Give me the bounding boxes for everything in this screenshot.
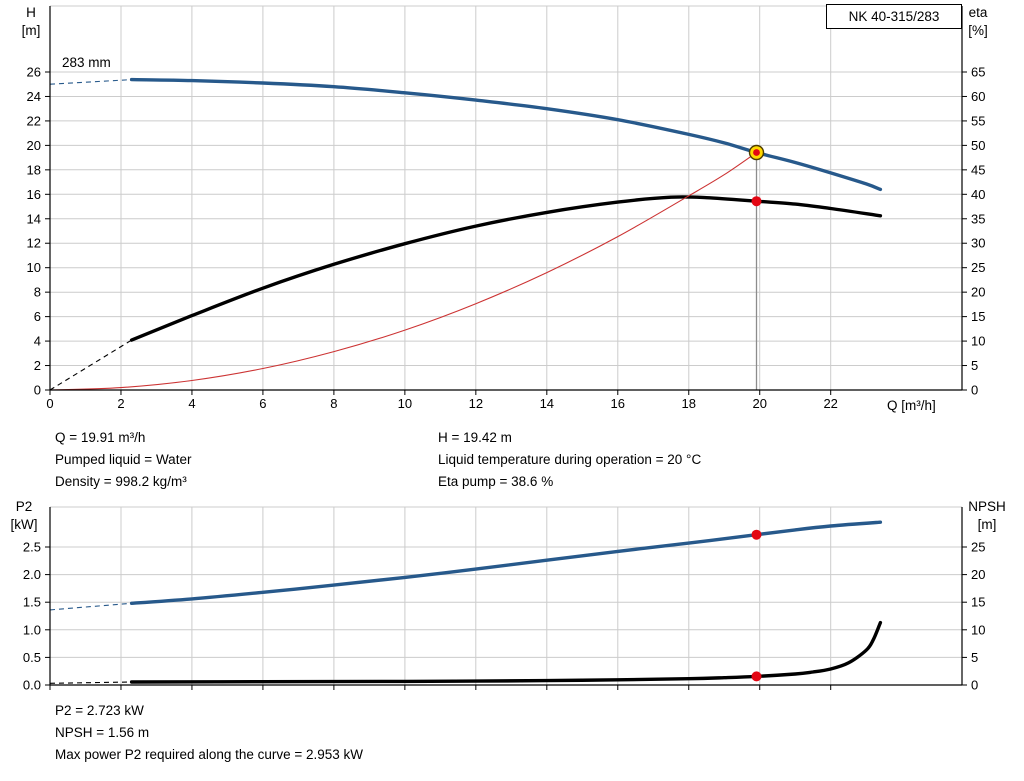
svg-text:22: 22: [27, 113, 41, 128]
q-axis-title: Q [m³/h]: [887, 398, 936, 413]
svg-text:0.5: 0.5: [23, 650, 41, 665]
svg-text:22: 22: [823, 396, 837, 411]
max-power-note: Max power P2 required along the curve = …: [55, 747, 364, 762]
svg-text:5: 5: [971, 650, 978, 665]
svg-text:15: 15: [971, 309, 985, 324]
svg-text:0: 0: [34, 383, 41, 398]
svg-text:60: 60: [971, 89, 985, 104]
eta-value: Eta pump = 38.6 %: [438, 474, 554, 489]
svg-text:40: 40: [971, 187, 985, 202]
svg-text:18: 18: [27, 162, 41, 177]
head-value: H = 19.42 m: [438, 430, 512, 445]
svg-text:5: 5: [971, 358, 978, 373]
eta-axis-title: eta [%]: [950, 4, 1006, 40]
p2-npsh-chart: 0.0 0.5 1.0 1.5 2.0 2.5 0 5 10 15 20 25: [23, 506, 985, 693]
svg-text:12: 12: [27, 236, 41, 251]
svg-text:10: 10: [971, 622, 985, 637]
eta-axis-title-line2: [%]: [968, 23, 988, 38]
impeller-diameter-label: 283 mm: [62, 55, 111, 70]
svg-text:50: 50: [971, 138, 985, 153]
npsh-value: NPSH = 1.56 m: [55, 725, 150, 740]
svg-text:8: 8: [34, 285, 41, 300]
p2-axis-title-line2: [kW]: [10, 517, 38, 532]
npsh-axis-title-line2: [m]: [977, 517, 997, 532]
head-curve: [129, 77, 883, 192]
svg-text:8: 8: [330, 396, 337, 411]
svg-text:14: 14: [540, 396, 554, 411]
npsh-axis-title: NPSH [m]: [956, 498, 1018, 534]
h-axis-title-line1: H: [26, 5, 36, 20]
npsh-axis-title-line1: NPSH: [968, 499, 1006, 514]
svg-text:2: 2: [34, 358, 41, 373]
p2-curve: [129, 520, 883, 605]
system-curve: [49, 151, 758, 391]
svg-text:16: 16: [611, 396, 625, 411]
temperature-value: Liquid temperature during operation = 20…: [438, 452, 702, 467]
pumped-liquid-value: Pumped liquid = Water: [55, 452, 192, 467]
svg-text:35: 35: [971, 211, 985, 226]
svg-text:25: 25: [971, 540, 985, 555]
svg-text:20: 20: [971, 285, 985, 300]
svg-text:1.5: 1.5: [23, 595, 41, 610]
h-axis-title-line2: [m]: [21, 23, 41, 38]
pump-model-box: NK 40-315/283: [826, 4, 962, 29]
svg-text:10: 10: [971, 334, 985, 349]
duty-results-right: H = 19.42 m Liquid temperature during op…: [438, 427, 701, 493]
svg-text:30: 30: [971, 236, 985, 251]
p2-value: P2 = 2.723 kW: [55, 703, 144, 718]
svg-text:45: 45: [971, 162, 985, 177]
eta-curve: [129, 195, 883, 342]
svg-text:0: 0: [46, 396, 53, 411]
svg-text:4: 4: [188, 396, 195, 411]
svg-text:0: 0: [971, 678, 978, 693]
svg-text:25: 25: [971, 260, 985, 275]
flow-value: Q = 19.91 m³/h: [55, 430, 146, 445]
power-results: P2 = 2.723 kW NPSH = 1.56 m Max power P2…: [55, 700, 363, 766]
duty-results-left: Q = 19.91 m³/h Pumped liquid = Water Den…: [55, 427, 191, 493]
svg-text:10: 10: [27, 260, 41, 275]
p2-axis-title: P2 [kW]: [0, 498, 48, 534]
svg-text:6: 6: [34, 309, 41, 324]
svg-text:55: 55: [971, 113, 985, 128]
hq-chart: 0246810121416182022242605101520253035404…: [27, 5, 985, 411]
npsh-curve: [129, 620, 883, 684]
duty-point-eta: [751, 196, 762, 207]
svg-text:10: 10: [398, 396, 412, 411]
svg-text:2.0: 2.0: [23, 567, 41, 582]
svg-text:1.0: 1.0: [23, 622, 41, 637]
svg-text:12: 12: [469, 396, 483, 411]
svg-text:65: 65: [971, 65, 985, 80]
svg-text:0: 0: [971, 383, 978, 398]
svg-text:0.0: 0.0: [23, 678, 41, 693]
svg-text:20: 20: [27, 138, 41, 153]
svg-text:26: 26: [27, 65, 41, 80]
svg-text:2.5: 2.5: [23, 540, 41, 555]
eta-axis-title-line1: eta: [968, 5, 988, 20]
svg-text:6: 6: [259, 396, 266, 411]
svg-text:16: 16: [27, 187, 41, 202]
svg-text:18: 18: [682, 396, 696, 411]
svg-text:4: 4: [34, 334, 41, 349]
duty-point-npsh: [751, 671, 762, 682]
svg-text:2: 2: [117, 396, 124, 411]
duty-point-p2: [751, 529, 762, 540]
svg-text:20: 20: [971, 567, 985, 582]
svg-text:24: 24: [27, 89, 41, 104]
h-axis-title: H [m]: [4, 4, 58, 40]
svg-text:20: 20: [752, 396, 766, 411]
density-value: Density = 998.2 kg/m³: [55, 474, 187, 489]
svg-text:15: 15: [971, 595, 985, 610]
pump-model-label: NK 40-315/283: [848, 9, 940, 24]
svg-text:14: 14: [27, 211, 41, 226]
p2-axis-title-line1: P2: [15, 499, 33, 514]
